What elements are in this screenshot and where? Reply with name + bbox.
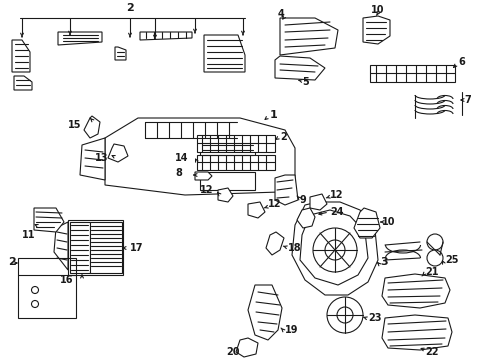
Bar xyxy=(68,220,123,275)
Text: 18: 18 xyxy=(287,243,301,253)
Text: 5: 5 xyxy=(302,77,308,87)
Polygon shape xyxy=(12,40,30,72)
Circle shape xyxy=(312,228,356,272)
Bar xyxy=(90,222,122,273)
Circle shape xyxy=(336,307,352,323)
Polygon shape xyxy=(84,116,100,138)
Text: 2: 2 xyxy=(8,257,16,267)
Polygon shape xyxy=(247,285,282,340)
Polygon shape xyxy=(291,202,377,295)
Polygon shape xyxy=(58,32,102,45)
Bar xyxy=(197,135,274,152)
Bar xyxy=(200,140,254,168)
Polygon shape xyxy=(80,138,105,180)
Polygon shape xyxy=(140,32,192,40)
Text: 11: 11 xyxy=(22,230,36,240)
Text: 23: 23 xyxy=(367,313,381,323)
Text: 15: 15 xyxy=(68,120,81,130)
Polygon shape xyxy=(34,208,64,232)
Text: 10: 10 xyxy=(381,217,395,227)
Text: 4: 4 xyxy=(278,9,284,19)
Text: 6: 6 xyxy=(457,57,464,67)
Text: 24: 24 xyxy=(329,207,343,217)
Polygon shape xyxy=(299,210,367,285)
Text: 17: 17 xyxy=(130,243,143,253)
Text: 12: 12 xyxy=(329,190,343,200)
Polygon shape xyxy=(369,65,454,82)
Polygon shape xyxy=(236,338,258,357)
Polygon shape xyxy=(353,208,379,238)
Polygon shape xyxy=(247,202,264,218)
Bar xyxy=(70,222,90,273)
Text: 7: 7 xyxy=(463,95,470,105)
Polygon shape xyxy=(381,315,451,350)
Text: 1: 1 xyxy=(269,110,277,120)
Polygon shape xyxy=(309,194,326,210)
Text: 16: 16 xyxy=(60,275,73,285)
Polygon shape xyxy=(280,18,337,55)
Text: 19: 19 xyxy=(285,325,298,335)
Polygon shape xyxy=(108,144,128,162)
Text: 13: 13 xyxy=(95,153,108,163)
Text: 9: 9 xyxy=(299,195,306,205)
Polygon shape xyxy=(115,47,126,60)
Circle shape xyxy=(326,297,362,333)
Text: 10: 10 xyxy=(370,5,384,15)
Polygon shape xyxy=(218,188,232,202)
Polygon shape xyxy=(274,175,297,205)
Polygon shape xyxy=(195,172,212,180)
Bar xyxy=(18,258,76,318)
Text: 2: 2 xyxy=(126,3,134,13)
Bar xyxy=(200,172,254,190)
Text: 8: 8 xyxy=(175,168,182,178)
Text: 12: 12 xyxy=(267,199,281,209)
Text: 20: 20 xyxy=(225,347,239,357)
Text: 22: 22 xyxy=(424,347,438,357)
Text: 2: 2 xyxy=(280,132,286,142)
Circle shape xyxy=(325,240,345,260)
Circle shape xyxy=(426,250,442,266)
Text: 12: 12 xyxy=(200,185,213,195)
Text: 25: 25 xyxy=(444,255,458,265)
Polygon shape xyxy=(14,76,32,90)
Circle shape xyxy=(31,301,39,307)
Bar xyxy=(197,155,274,170)
Text: 3: 3 xyxy=(379,257,387,267)
Circle shape xyxy=(31,287,39,293)
Polygon shape xyxy=(54,222,68,270)
Text: 14: 14 xyxy=(175,153,188,163)
Polygon shape xyxy=(203,35,244,72)
Text: 21: 21 xyxy=(424,267,438,277)
Polygon shape xyxy=(274,56,325,80)
Polygon shape xyxy=(105,118,294,195)
Polygon shape xyxy=(265,232,284,255)
Polygon shape xyxy=(381,274,449,308)
Circle shape xyxy=(426,234,442,250)
Polygon shape xyxy=(296,208,314,228)
Polygon shape xyxy=(362,16,389,44)
